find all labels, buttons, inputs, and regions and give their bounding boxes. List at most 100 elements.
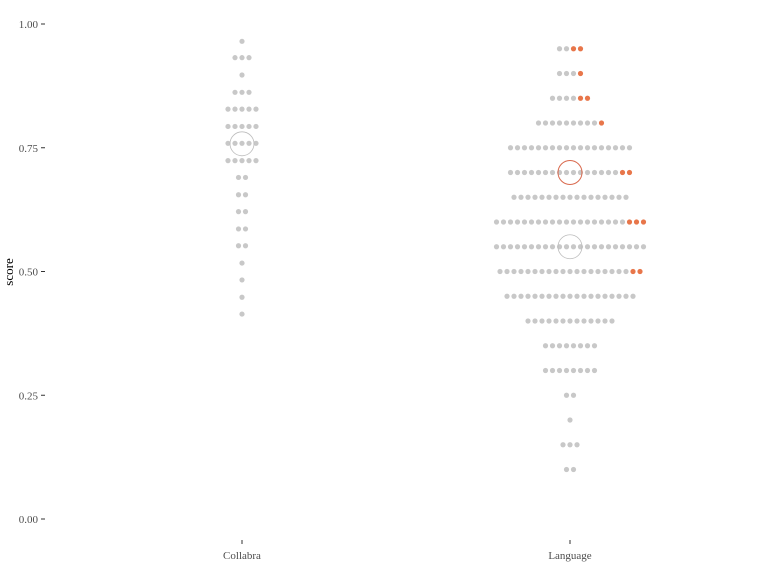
- data-dot: [539, 318, 545, 324]
- data-dot: [525, 318, 531, 324]
- data-dot: [602, 318, 608, 324]
- data-dot: [532, 194, 538, 200]
- data-dot: [514, 219, 521, 225]
- data-dot: [528, 169, 535, 176]
- data-dot: [567, 293, 573, 299]
- data-dot: [563, 169, 570, 176]
- data-dot: [242, 192, 249, 198]
- data-dot: [577, 367, 584, 374]
- data-dot: [584, 145, 591, 151]
- data-dot: [246, 106, 252, 112]
- data-dot: [563, 95, 570, 101]
- data-dot: [616, 194, 622, 200]
- data-dot: [542, 120, 549, 126]
- data-dot: [235, 174, 242, 181]
- data-dot: [239, 158, 245, 164]
- data-dot: [570, 95, 577, 101]
- data-dot: [546, 293, 552, 299]
- data-dot: [591, 145, 598, 151]
- data-dot: [500, 244, 507, 250]
- data-dot: [549, 145, 556, 151]
- data-dot: [521, 244, 528, 250]
- highlight-dot: [598, 120, 605, 126]
- data-dot: [616, 293, 622, 299]
- data-dot: [556, 367, 563, 374]
- data-dot: [609, 268, 615, 275]
- data-dot: [563, 145, 570, 151]
- data-dot: [232, 89, 238, 95]
- data-dot: [232, 106, 238, 112]
- data-dot: [242, 243, 249, 249]
- data-dot: [591, 343, 598, 349]
- data-dot: [598, 244, 605, 250]
- data-dot: [239, 311, 245, 317]
- data-dot: [532, 293, 538, 299]
- data-dot: [521, 219, 528, 225]
- highlight-dot: [626, 169, 633, 176]
- data-dot: [528, 145, 535, 151]
- data-dot: [239, 38, 245, 44]
- data-dot: [232, 140, 238, 146]
- data-dot: [542, 219, 549, 225]
- data-dot: [612, 244, 619, 250]
- data-dot: [563, 367, 570, 374]
- data-dot: [595, 194, 601, 200]
- data-dot: [577, 343, 584, 349]
- data-dot: [567, 417, 573, 423]
- y-tick-label: 0.00: [19, 514, 39, 526]
- data-dot: [623, 268, 629, 275]
- data-dot: [493, 219, 500, 225]
- data-dot: [246, 158, 252, 164]
- data-dot: [525, 268, 531, 275]
- data-dot: [563, 70, 570, 77]
- data-dot: [595, 268, 601, 275]
- highlight-dot: [633, 219, 640, 225]
- data-dot: [239, 89, 245, 95]
- data-dot: [602, 293, 608, 299]
- data-dot: [235, 243, 242, 249]
- data-dot: [574, 268, 580, 275]
- data-dot: [239, 294, 245, 300]
- data-dot: [546, 318, 552, 324]
- data-dot: [584, 120, 591, 126]
- data-dot: [581, 268, 587, 275]
- data-dot: [500, 219, 507, 225]
- data-dot: [619, 145, 626, 151]
- data-dot: [640, 244, 647, 250]
- data-dot: [525, 293, 531, 299]
- data-dot: [574, 318, 580, 324]
- highlight-dot: [619, 169, 626, 176]
- data-dot: [542, 145, 549, 151]
- data-dot: [605, 169, 612, 176]
- data-dot: [570, 70, 577, 77]
- data-dot: [577, 219, 584, 225]
- data-dot: [542, 343, 549, 349]
- data-dot: [556, 343, 563, 349]
- data-dot: [570, 343, 577, 349]
- data-dot: [549, 95, 556, 101]
- data-dot: [246, 140, 252, 146]
- highlight-dot: [570, 46, 577, 52]
- data-dot: [507, 244, 514, 250]
- data-dot: [577, 145, 584, 151]
- data-dot: [553, 268, 559, 275]
- data-dot: [602, 194, 608, 200]
- data-dot: [235, 192, 242, 198]
- data-dot: [584, 244, 591, 250]
- data-dot: [532, 318, 538, 324]
- data-dot: [242, 209, 249, 215]
- data-dot: [619, 219, 626, 225]
- data-dot: [577, 120, 584, 126]
- data-dot: [584, 169, 591, 176]
- y-tick-label: 0.75: [19, 143, 39, 155]
- data-dot: [563, 46, 570, 52]
- data-dot: [253, 158, 259, 164]
- data-dot: [511, 268, 517, 275]
- data-dot: [570, 145, 577, 151]
- data-dot: [560, 318, 566, 324]
- highlight-dot: [577, 95, 584, 101]
- data-dot: [570, 244, 577, 250]
- data-dot: [239, 123, 245, 130]
- data-dot: [511, 194, 517, 200]
